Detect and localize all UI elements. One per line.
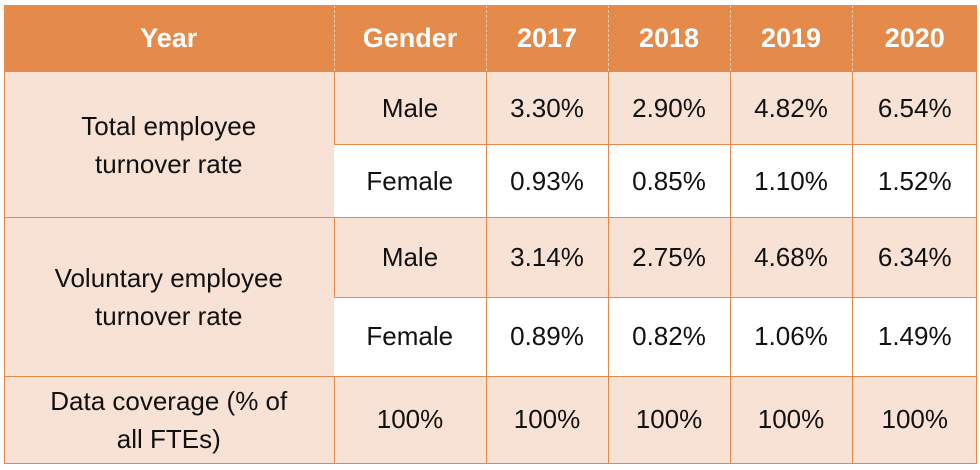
value-cell: 0.93% [485, 144, 608, 219]
gender-cell: Male [333, 217, 486, 298]
group-label-total: Total employee turnover rate [4, 71, 334, 219]
header-row: Year Gender 2017 2018 2019 2020 [4, 5, 977, 73]
table-row: Female 0.93% 0.85% 1.10% 1.52% [4, 144, 977, 219]
value-cell: 1.49% [851, 297, 977, 377]
value-cell: 4.82% [729, 71, 852, 146]
gender-cell: Female [334, 297, 486, 377]
header-2020: 2020 [851, 5, 977, 73]
value-cell: 6.34% [851, 217, 977, 298]
table-row: Total employee turnover rate Male 3.30% … [4, 71, 977, 219]
value-cell: 0.89% [485, 297, 608, 377]
header-2019: 2019 [729, 5, 852, 73]
coverage-cell: 100% [729, 376, 852, 465]
value-cell: 2.75% [607, 217, 730, 298]
value-cell: 1.06% [729, 297, 852, 377]
table-row: Female 0.89% 0.82% 1.06% 1.49% [4, 297, 977, 377]
value-cell: 6.54% [851, 71, 977, 146]
coverage-cell: 100% [485, 376, 608, 465]
value-cell: 2.90% [607, 71, 730, 146]
group-label-voluntary: Voluntary employee turnover rate [4, 217, 334, 377]
header-2018: 2018 [607, 5, 730, 73]
value-cell: 0.82% [607, 297, 730, 377]
value-cell: 3.30% [485, 71, 608, 146]
gender-cell: Female [334, 144, 486, 219]
header-gender: Gender [333, 5, 486, 73]
coverage-cell: 100% [851, 376, 977, 465]
coverage-label: Data coverage (% of all FTEs) [4, 376, 334, 465]
coverage-cell: 100% [607, 376, 730, 465]
value-cell: 3.14% [485, 217, 608, 298]
value-cell: 1.10% [729, 144, 852, 219]
gender-cell: Male [333, 71, 486, 146]
coverage-cell: 100% [333, 376, 486, 465]
header-year: Year [4, 5, 334, 73]
value-cell: 0.85% [607, 144, 730, 219]
value-cell: 1.52% [851, 144, 977, 219]
header-2017: 2017 [485, 5, 608, 73]
table-row: Data coverage (% of all FTEs) 100% 100% … [4, 376, 977, 465]
turnover-table: Year Gender 2017 2018 2019 2020 Total em… [4, 5, 977, 465]
table-row: Voluntary employee turnover rate Male 3.… [4, 217, 977, 377]
value-cell: 4.68% [729, 217, 852, 298]
